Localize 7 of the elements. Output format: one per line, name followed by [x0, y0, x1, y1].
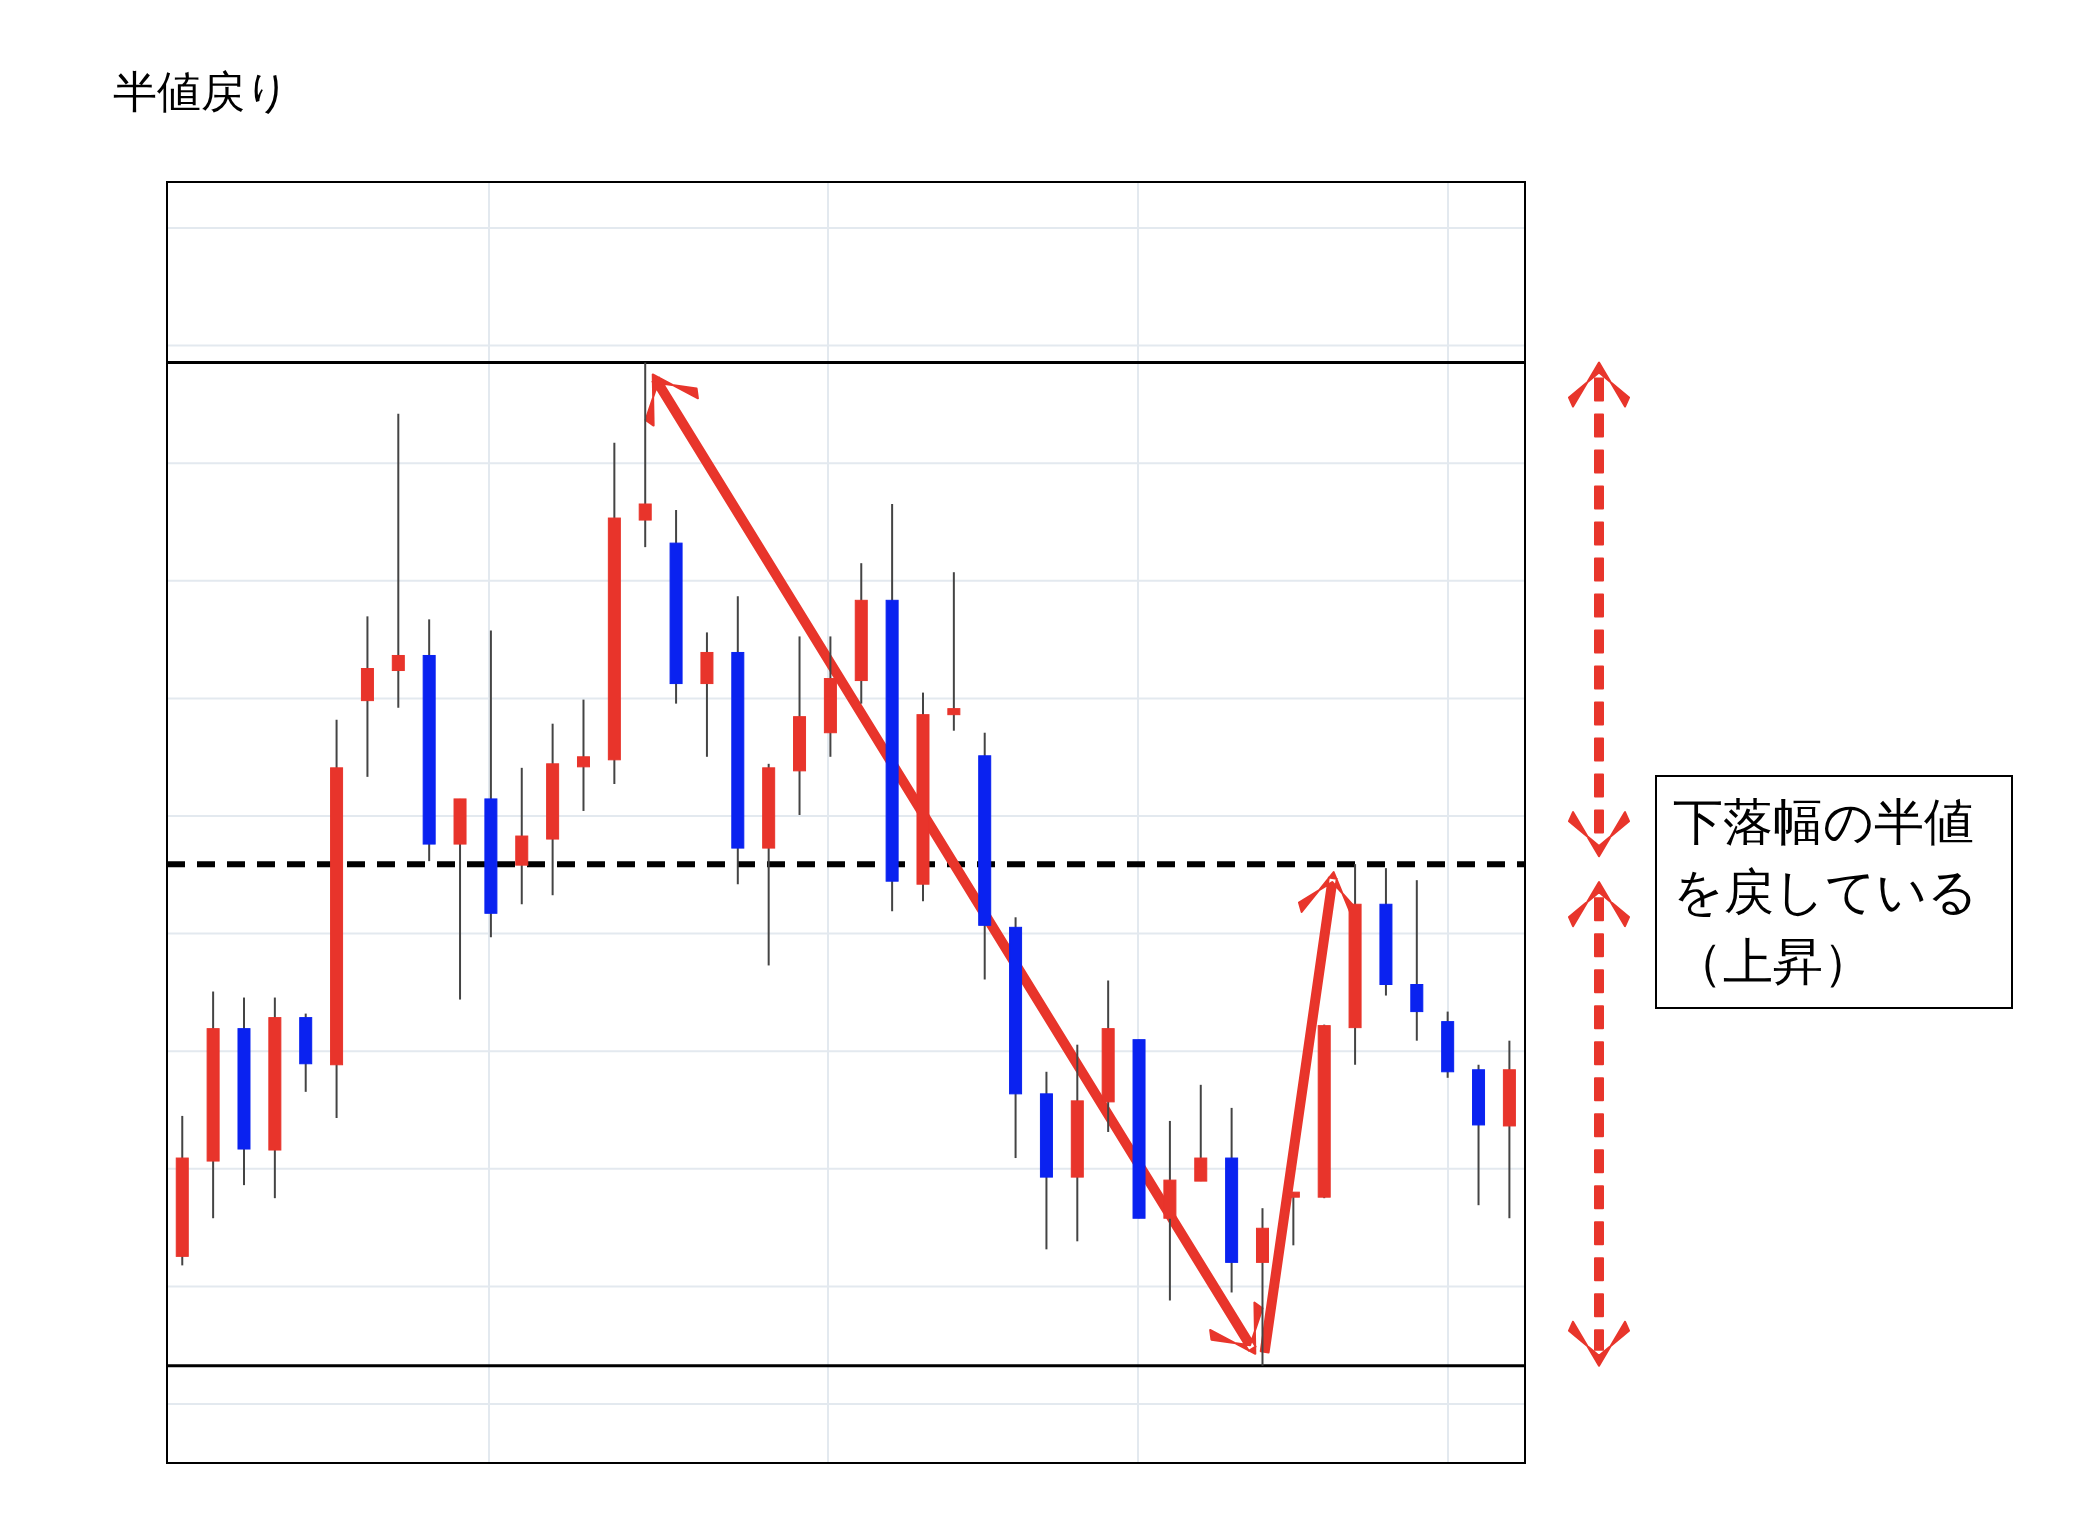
candlestick — [391, 412, 405, 709]
candlestick — [947, 571, 961, 732]
candlestick — [1194, 1083, 1208, 1183]
text: 下落幅の半値を戻している（上昇） — [1655, 775, 2013, 1009]
candlestick — [638, 361, 652, 549]
candlestick — [576, 698, 590, 812]
chart-title: 半値戻り — [113, 65, 290, 119]
